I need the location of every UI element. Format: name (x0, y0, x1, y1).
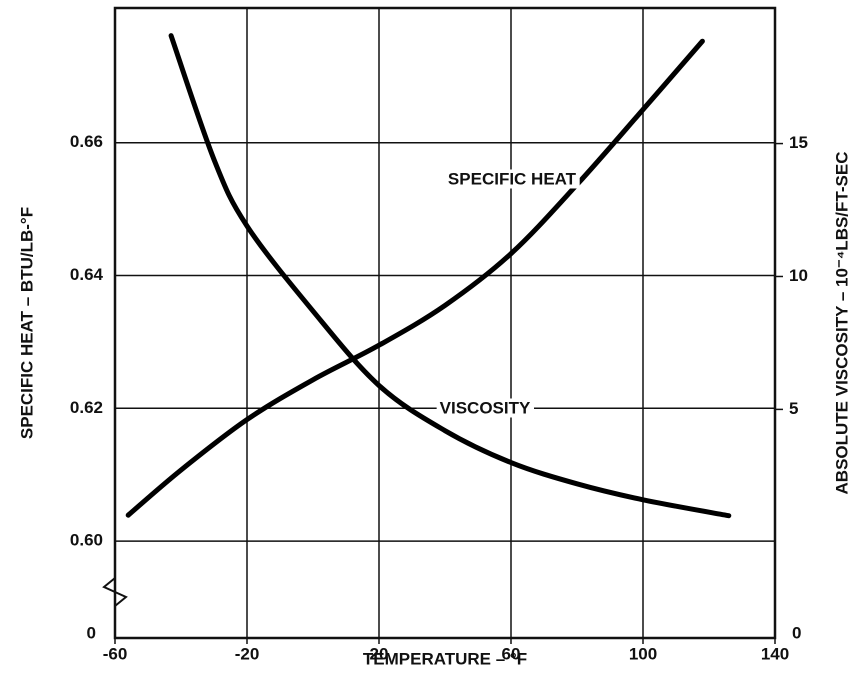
y2-tick-label: 10 (789, 266, 808, 285)
y-tick-label: 0.60 (70, 531, 103, 550)
y2-axis-label: ABSOLUTE VISCOSITY – 10⁻⁴LBS/FT-SEC (832, 152, 851, 495)
x-tick-label: 60 (502, 644, 521, 663)
x-tick-label: 20 (370, 644, 389, 663)
line (125, 38, 705, 518)
y2-tick-label: 5 (789, 399, 798, 418)
y-tick-label: 0.66 (70, 132, 103, 151)
x-tick-label: -20 (235, 644, 260, 663)
y2-tick-label: 15 (789, 133, 808, 152)
y-tick-label: 0.62 (70, 398, 103, 417)
plot-frame (113, 6, 777, 640)
label-bg (436, 398, 535, 418)
y-tick-label: 0.64 (70, 265, 104, 284)
y-bottom-label: 0 (87, 623, 96, 642)
series-label: SPECIFIC HEAT (448, 169, 577, 188)
series-label: VISCOSITY (440, 398, 531, 417)
x-tick-label: 100 (629, 644, 657, 663)
line (168, 33, 732, 519)
label-bg (444, 169, 580, 189)
y2-bottom-label: 0 (792, 623, 801, 642)
x-axis-label: TEMPERATURE – °F (363, 649, 527, 668)
x-tick-label: -60 (103, 644, 128, 663)
axis-break (102, 577, 128, 607)
x-tick-label: 140 (761, 644, 789, 663)
y-axis-label: SPECIFIC HEAT – BTU/LB-°F (17, 207, 36, 439)
